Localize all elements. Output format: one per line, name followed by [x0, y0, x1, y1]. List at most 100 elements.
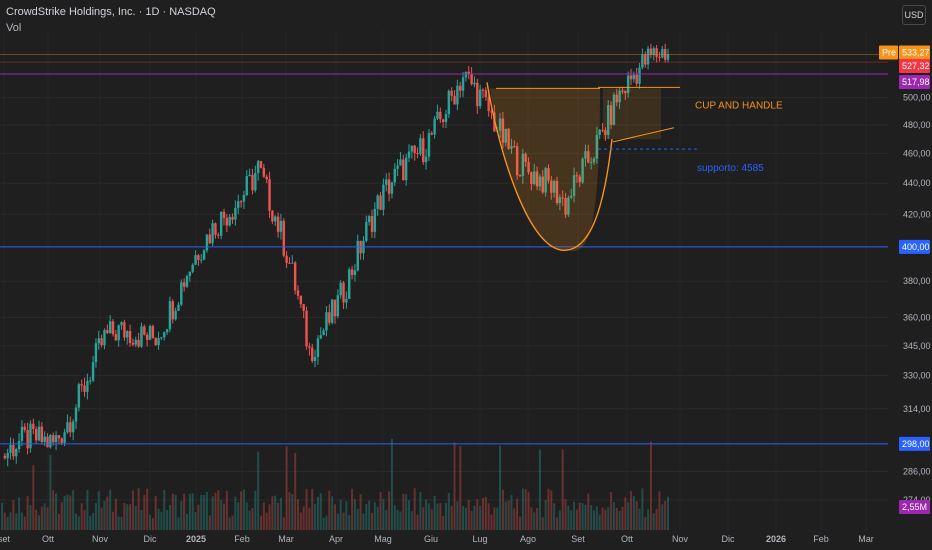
candle — [555, 176, 559, 206]
candle-body — [339, 282, 342, 296]
candle — [382, 178, 385, 216]
candle — [259, 160, 263, 169]
candle-body — [29, 423, 32, 449]
candle-body — [607, 105, 610, 135]
candle — [629, 68, 633, 86]
candle-body — [279, 220, 283, 232]
candle — [348, 267, 351, 300]
candle — [140, 322, 143, 348]
volume-bar — [621, 506, 624, 530]
candle-body — [185, 276, 189, 287]
candle — [234, 200, 237, 226]
volume-bar — [279, 497, 282, 530]
candle — [23, 423, 26, 433]
volume-bar — [166, 509, 169, 530]
volume-bar — [470, 510, 473, 530]
candle-body — [168, 301, 172, 330]
volume-bar — [234, 496, 237, 530]
candle-body — [641, 54, 644, 68]
candle-body — [515, 146, 519, 176]
candle — [49, 434, 52, 449]
currency-button[interactable]: USD — [902, 5, 926, 25]
candle-body — [333, 299, 337, 317]
candle-body — [71, 421, 75, 433]
candle — [592, 156, 596, 166]
volume-bar — [484, 496, 487, 530]
candle — [17, 432, 21, 453]
volume-bar — [647, 509, 650, 530]
volume-bar — [72, 490, 75, 530]
volume-bar — [382, 498, 385, 530]
candle-body — [86, 380, 89, 392]
candle-body — [544, 168, 547, 193]
candle-body — [456, 85, 459, 105]
volume-bar — [541, 517, 544, 530]
volume-bar — [6, 517, 9, 530]
candle-body — [188, 271, 192, 277]
candle — [285, 251, 288, 269]
candle-body — [308, 346, 311, 348]
volume-bar — [379, 491, 382, 530]
volume-bar — [385, 509, 388, 530]
x-tick-label: Set — [571, 534, 585, 544]
y-tick-label: 360,00 — [903, 312, 931, 322]
candle — [274, 215, 277, 227]
volume-bar — [66, 494, 69, 530]
volume-bar — [507, 500, 510, 530]
candle — [510, 138, 513, 154]
y-tick-label: 480,00 — [903, 120, 931, 130]
candle-body — [248, 174, 251, 177]
volume-bar — [521, 488, 524, 530]
candle-body — [52, 435, 55, 443]
candle-body — [476, 82, 479, 107]
volume-bar — [371, 512, 373, 530]
candle-body — [376, 195, 379, 209]
candle-body — [157, 338, 160, 346]
x-tick-label: Lug — [472, 534, 487, 544]
candle — [345, 291, 348, 309]
candle — [265, 174, 268, 184]
volume-bar — [237, 502, 240, 530]
candle-body — [655, 48, 658, 57]
volume-bar — [496, 507, 499, 530]
volume-bar — [311, 488, 314, 530]
candle-body — [444, 113, 448, 123]
volume-bar — [26, 495, 29, 530]
level-298-tag-text: 298,00 — [902, 439, 930, 449]
candle — [626, 71, 630, 98]
candle-body — [180, 282, 183, 305]
candle-body — [259, 161, 263, 168]
candle — [393, 163, 396, 187]
candle — [254, 165, 257, 193]
candle — [558, 194, 562, 211]
candle-body — [276, 216, 280, 232]
candle-body — [77, 384, 81, 408]
candle — [217, 232, 220, 239]
candle-body — [49, 435, 52, 448]
volume-bar — [200, 494, 203, 530]
candle-body — [564, 197, 567, 215]
candle — [208, 228, 211, 245]
candle-body — [382, 184, 385, 210]
candle-body — [430, 133, 433, 135]
candle-body — [370, 216, 374, 232]
candle — [661, 45, 664, 59]
candle-body — [572, 175, 576, 196]
candle-body — [587, 151, 590, 163]
volume-bar — [393, 505, 396, 530]
candle-body — [145, 334, 149, 340]
y-tick-label: 500,00 — [903, 93, 931, 103]
candle — [402, 154, 405, 181]
candle — [237, 194, 240, 215]
candle-body — [271, 210, 274, 222]
y-tick-label: 330,00 — [903, 371, 931, 381]
candle — [231, 213, 234, 224]
volume-bar — [69, 495, 72, 530]
volume-bar — [399, 511, 402, 530]
candle-body — [601, 129, 604, 131]
candle-body — [191, 264, 194, 272]
candle — [40, 422, 44, 445]
candle-body — [527, 161, 530, 173]
candle — [436, 104, 439, 121]
